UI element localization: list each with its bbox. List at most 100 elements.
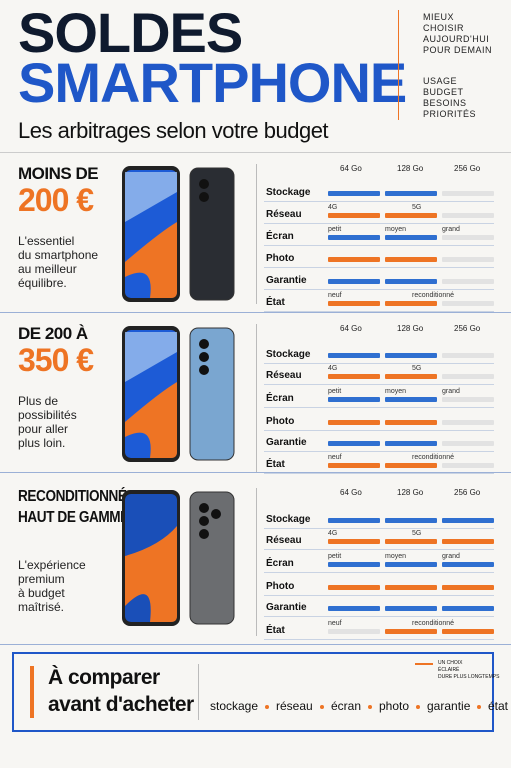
footer-item: écran <box>331 699 362 713</box>
level-bar <box>442 585 494 590</box>
section-heading: RECONDITIONNÉ <box>18 488 127 505</box>
column-label: 256 Go <box>454 488 481 497</box>
side-note: MIEUX <box>423 12 455 22</box>
level-bar <box>328 539 380 544</box>
divider <box>198 664 199 720</box>
level-bar <box>328 257 380 262</box>
level-bar <box>328 374 380 379</box>
row-label: Réseau <box>266 370 302 381</box>
side-note: CHOISIR <box>423 23 465 33</box>
level-bar <box>442 353 494 358</box>
row-rule <box>264 245 494 246</box>
column-label: 64 Go <box>340 164 362 173</box>
level-bar <box>328 463 380 468</box>
level-bar <box>328 191 380 196</box>
phone <box>120 486 240 641</box>
level-bar <box>328 518 380 523</box>
level-bar <box>328 353 380 358</box>
section-description: au meilleur <box>18 262 77 276</box>
level-bar <box>385 397 437 402</box>
row-rule <box>264 384 494 385</box>
level-label: 4G <box>328 365 338 372</box>
level-bar <box>442 397 494 402</box>
row-rule <box>264 473 494 474</box>
level-bar <box>328 585 380 590</box>
section-description: pour aller <box>18 422 69 436</box>
row-label: Réseau <box>266 535 302 546</box>
row-rule <box>264 407 494 408</box>
level-bar <box>328 441 380 446</box>
section-description: L'essentiel <box>18 234 75 248</box>
row-label: Photo <box>266 416 295 427</box>
level-bar <box>385 191 437 196</box>
level-label: neuf <box>328 292 342 299</box>
divider <box>398 10 399 120</box>
level-label: reconditionné <box>412 620 455 627</box>
accent <box>415 663 433 665</box>
level-bar <box>328 420 380 425</box>
level-bar <box>385 518 437 523</box>
row-label: Écran <box>266 393 294 404</box>
level-label: 5G <box>412 530 422 537</box>
level-bar <box>385 420 437 425</box>
title-line: SMARTPHONE <box>18 51 407 114</box>
section-description: du smartphone <box>18 248 99 262</box>
section-heading: 350 € <box>18 342 94 378</box>
level-label: 5G <box>412 365 422 372</box>
footer-item: réseau <box>276 699 313 713</box>
row-rule <box>264 616 494 617</box>
section-description: possibilités <box>18 408 77 422</box>
level-bar <box>442 191 494 196</box>
row-label: Garantie <box>266 437 307 448</box>
level-label: moyen <box>385 388 407 395</box>
level-bar <box>385 353 437 358</box>
footer-note: DURE PLUS LONGTEMPS <box>438 674 500 680</box>
level-bar <box>442 420 494 425</box>
section-description: maîtrisé. <box>18 600 65 614</box>
row-label: Photo <box>266 253 295 264</box>
level-label: reconditionné <box>412 454 455 461</box>
level-bar <box>328 629 380 634</box>
row-label: Réseau <box>266 209 302 220</box>
row-rule <box>264 639 494 640</box>
level-bar <box>442 279 494 284</box>
dot <box>368 705 372 709</box>
section-description: à budget <box>18 586 65 600</box>
level-bar <box>442 441 494 446</box>
level-bar <box>442 562 494 567</box>
footer-box <box>12 652 494 732</box>
section-description: L'expérience <box>18 558 86 572</box>
side-note: USAGE <box>423 76 458 86</box>
row-label: État <box>266 625 285 636</box>
level-label: petit <box>328 226 342 233</box>
level-bar <box>328 235 380 240</box>
title-line: SOLDES <box>18 1 243 64</box>
section-heading: DE 200 À <box>18 324 88 343</box>
rule <box>0 152 511 153</box>
level-bar <box>442 539 494 544</box>
footer-title: À comparer <box>48 666 160 689</box>
row-rule <box>264 223 494 224</box>
divider <box>256 164 257 304</box>
section-description: équilibre. <box>18 276 67 290</box>
row-rule <box>264 363 494 364</box>
row-rule <box>264 201 494 202</box>
subtitle: Les arbitrages selon votre budget <box>18 118 329 143</box>
row-label: Photo <box>266 581 295 592</box>
level-bar <box>328 562 380 567</box>
level-bar <box>442 374 494 379</box>
row-label: Stockage <box>266 349 311 360</box>
level-bar <box>385 629 437 634</box>
level-label: 5G <box>412 204 422 211</box>
level-label: grand <box>442 388 460 395</box>
phone <box>120 162 240 317</box>
section-heading: 200 € <box>18 182 94 218</box>
row-label: Écran <box>266 231 294 242</box>
row-rule <box>264 549 494 550</box>
accent <box>30 666 34 718</box>
divider <box>256 324 257 472</box>
footer-item: garantie <box>427 699 471 713</box>
level-label: petit <box>328 388 342 395</box>
dot <box>320 705 324 709</box>
